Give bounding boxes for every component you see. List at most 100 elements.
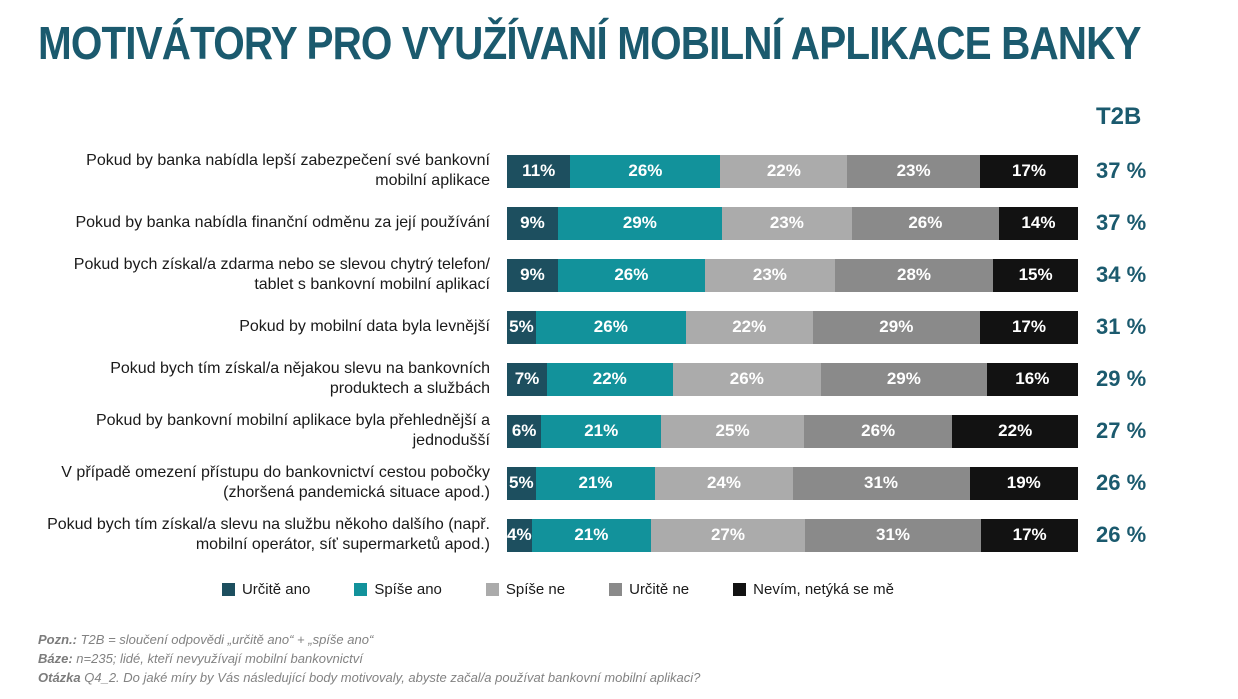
legend-item: Nevím, netýká se mě <box>733 581 894 598</box>
segment-value-label: 25% <box>715 421 750 440</box>
bar-segment: 7% <box>507 362 547 396</box>
segment-value-label: 22% <box>732 317 767 336</box>
bar-segment: 26% <box>535 310 686 344</box>
segment-value-label: 5% <box>508 473 534 492</box>
legend-label: Nevím, netýká se mě <box>753 581 895 598</box>
legend-label: Určitě ne <box>629 581 690 598</box>
chart-row: Pokud by banka nabídla finanční odměnu z… <box>38 197 1206 249</box>
legend-label: Určitě ano <box>241 581 311 598</box>
bar-segment: 26% <box>803 414 953 448</box>
segment-value-label: 22% <box>998 421 1033 440</box>
footnote-line: Otázka Q4_2. Do jaké míry by Vás následu… <box>38 668 700 687</box>
bar-segment: 22% <box>720 154 848 188</box>
segment-value-label: 6% <box>511 421 537 440</box>
bar-segment: 29% <box>821 362 987 396</box>
segment-value-label: 23% <box>896 161 931 180</box>
segment-value-label: 21% <box>578 473 613 492</box>
segment-value-label: 27% <box>710 525 745 544</box>
bar-segment: 24% <box>655 466 793 500</box>
bar-segment: 16% <box>986 362 1078 396</box>
bar-segment: 22% <box>546 362 673 396</box>
t2b-value: 37 % <box>1096 210 1147 235</box>
bar-segment: 26% <box>851 206 999 240</box>
bar-segment: 6% <box>507 414 542 448</box>
segment-value-label: 29% <box>879 317 914 336</box>
chart-row: Pokud bych tím získal/a nějakou slevu na… <box>38 353 1206 405</box>
segment-value-label: 26% <box>628 161 663 180</box>
chart-title: MOTIVÁTORY PRO VYUŽÍVANÍ MOBILNÍ APLIKAC… <box>38 17 1142 69</box>
segment-value-label: 16% <box>1015 369 1050 388</box>
bar-segment: 27% <box>651 518 805 552</box>
segment-value-label: 23% <box>752 265 787 284</box>
t2b-value: 37 % <box>1096 158 1147 183</box>
bar-segment: 5% <box>507 466 536 500</box>
chart-row: Pokud bych tím získal/a slevu na službu … <box>38 509 1206 561</box>
category-label: Pokud by mobilní data byla levnější <box>239 318 490 335</box>
segment-value-label: 14% <box>1021 213 1056 232</box>
bar-segment: 22% <box>685 310 813 344</box>
stacked-bar: 7% 22% 26% 29% 16% <box>507 362 1078 396</box>
bar-segment: 11% <box>507 154 571 188</box>
legend-item: Spíše ano <box>354 581 442 598</box>
segment-value-label: 26% <box>614 265 649 284</box>
stacked-bar: 5% 26% 22% 29% 17% <box>507 310 1078 344</box>
t2b-column-header: T2B <box>1096 103 1142 130</box>
category-label: Pokud by bankovní mobilní aplikace byla … <box>95 412 490 449</box>
t2b-value: 34 % <box>1096 262 1147 287</box>
category-label: V případě omezení přístupu do bankovnict… <box>61 464 490 501</box>
bar-segment: 21% <box>535 466 656 500</box>
t2b-value: 27 % <box>1096 418 1147 443</box>
t2b-value: 31 % <box>1096 314 1147 339</box>
stacked-bar: 9% 29% 23% 26% 14% <box>507 206 1078 240</box>
chart-row: V případě omezení přístupu do bankovnict… <box>38 457 1206 509</box>
bar-segment: 29% <box>812 310 980 344</box>
segment-value-label: 19% <box>1006 473 1041 492</box>
segment-value-label: 9% <box>520 213 545 232</box>
segment-value-label: 23% <box>769 213 804 232</box>
bar-segment: 23% <box>847 154 980 188</box>
bar-segment: 25% <box>661 414 804 448</box>
segment-value-label: 21% <box>574 525 609 544</box>
segment-value-label: 26% <box>861 421 896 440</box>
bar-segment: 23% <box>721 206 852 240</box>
legend-swatch-icon <box>609 583 623 596</box>
stacked-bar: 4% 21% 27% 31% 17% <box>507 518 1079 552</box>
legend-swatch-icon <box>221 583 235 596</box>
footnotes: Pozn.: T2B = sloučení odpovědi „určitě a… <box>38 630 700 687</box>
footnote-line: Báze: n=235; lidé, kteří nevyužívají mob… <box>38 649 700 668</box>
t2b-value: 29 % <box>1096 366 1147 391</box>
footnote-prefix: Otázka <box>38 670 81 685</box>
segment-value-label: 17% <box>1012 525 1047 544</box>
chart-legend: Určitě ano Spíše ano Spíše ne Určitě ne Neví… <box>38 581 1078 598</box>
stacked-bar: 5% 21% 24% 31% 19% <box>507 466 1078 500</box>
category-label: Pokud bych získal/a zdarma nebo se slevo… <box>73 256 490 293</box>
bar-segment: 9% <box>507 258 558 292</box>
bar-segment: 21% <box>541 414 662 448</box>
segment-value-label: 31% <box>876 525 911 544</box>
bar-segment: 15% <box>993 258 1078 292</box>
legend-swatch-icon <box>354 583 368 596</box>
chart-row: Pokud bych získal/a zdarma nebo se slevo… <box>38 249 1206 301</box>
bar-segment: 26% <box>570 154 721 188</box>
t2b-value: 26 % <box>1096 470 1147 495</box>
t2b-value: 26 % <box>1096 522 1147 547</box>
chart-row: Pokud by bankovní mobilní aplikace byla … <box>38 405 1206 457</box>
category-label: Pokud bych tím získal/a slevu na službu … <box>47 516 490 553</box>
bar-segment: 23% <box>704 258 835 292</box>
chart-row: Pokud by banka nabídla lepší zabezpečení… <box>38 145 1206 197</box>
bar-segment: 31% <box>804 518 982 552</box>
category-label: Pokud by banka nabídla lepší zabezpečení… <box>86 152 490 189</box>
legend-item: Určitě ano <box>221 581 311 598</box>
legend-swatch-icon <box>733 583 747 596</box>
segment-value-label: 9% <box>520 265 545 284</box>
segment-value-label: 24% <box>706 473 741 492</box>
segment-value-label: 26% <box>593 317 628 336</box>
category-label: Pokud bych tím získal/a nějakou slevu na… <box>110 360 490 397</box>
bar-segment: 26% <box>557 258 705 292</box>
segment-value-label: 7% <box>514 369 540 388</box>
segment-value-label: 26% <box>908 213 943 232</box>
legend-item: Spíše ne <box>485 581 565 598</box>
bar-segment: 17% <box>981 518 1079 552</box>
segment-value-label: 31% <box>863 473 899 492</box>
stacked-bar: 6% 21% 25% 26% 22% <box>507 414 1078 448</box>
